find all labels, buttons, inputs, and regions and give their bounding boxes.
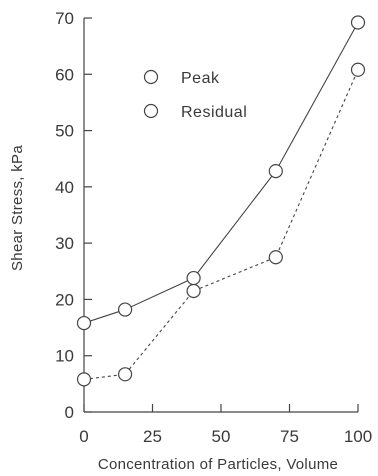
y-tick-label: 20 bbox=[55, 290, 74, 309]
x-tick-label: 25 bbox=[143, 427, 162, 446]
x-ticks: 0 25 50 75 100 bbox=[79, 404, 372, 446]
y-tick-label: 40 bbox=[55, 178, 74, 197]
legend: Peak Residual bbox=[143, 69, 247, 121]
data-point bbox=[350, 15, 366, 30]
data-point bbox=[76, 315, 92, 331]
axes bbox=[83, 18, 358, 413]
data-point bbox=[117, 302, 133, 317]
series-layer bbox=[76, 15, 366, 387]
x-tick-label: 0 bbox=[79, 427, 88, 446]
legend-label-residual: Residual bbox=[181, 104, 247, 121]
y-ticks: 0 10 20 30 40 50 60 70 bbox=[55, 9, 92, 422]
x-tick-label: 100 bbox=[344, 427, 372, 446]
x-tick-label: 75 bbox=[280, 427, 299, 446]
data-point bbox=[350, 62, 366, 77]
y-tick-label: 60 bbox=[55, 65, 74, 84]
data-point bbox=[186, 270, 201, 286]
data-point bbox=[186, 283, 201, 299]
y-axis-label: Shear Stress, kPa bbox=[9, 145, 26, 271]
x-axis-label: Concentration of Particles, Volume bbox=[98, 456, 338, 473]
data-point bbox=[268, 163, 283, 179]
y-tick-label: 70 bbox=[55, 9, 74, 28]
series-residual bbox=[76, 62, 366, 387]
series-peak bbox=[76, 15, 366, 331]
y-tick-label: 10 bbox=[55, 347, 74, 366]
x-tick-label: 50 bbox=[212, 427, 231, 446]
y-tick-label: 50 bbox=[55, 122, 74, 141]
y-tick-label: 30 bbox=[55, 234, 74, 253]
series-line-peak bbox=[83, 22, 359, 324]
data-point bbox=[268, 250, 283, 265]
data-point bbox=[76, 372, 92, 387]
series-line-residual bbox=[83, 69, 359, 380]
y-tick-label: 0 bbox=[65, 403, 74, 422]
legend-label-peak: Peak bbox=[181, 70, 220, 87]
legend-marker-peak bbox=[143, 69, 159, 85]
data-point bbox=[117, 367, 133, 382]
legend-marker-residual bbox=[143, 103, 159, 119]
